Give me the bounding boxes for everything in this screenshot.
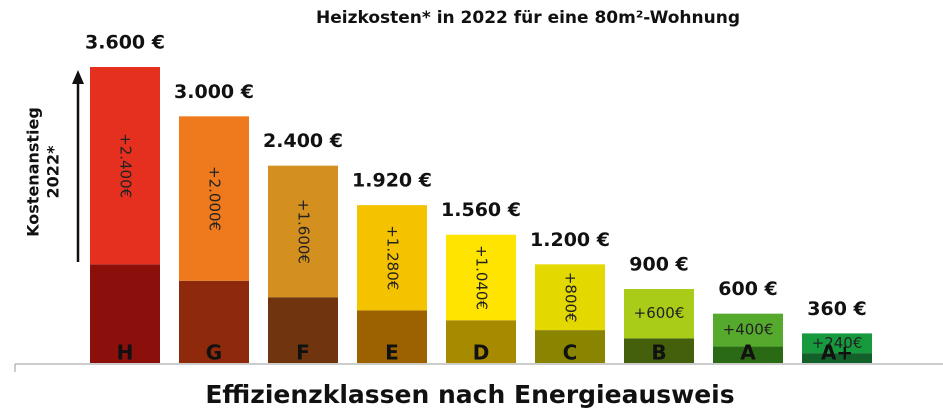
x-axis-label: Effizienzklassen nach Energieausweis [205,380,734,409]
y-axis-label: 2022* [44,145,63,199]
bar-segment [446,320,516,363]
bar-segment [624,338,694,363]
bar-segment [713,346,783,363]
category-label: H [117,341,134,365]
category-label: A+ [821,341,853,365]
segment-label: +800€ [562,272,580,323]
segment-label: +600€ [634,304,685,322]
category-label: F [296,341,310,365]
bar-segment [535,330,605,363]
category-label: D [473,341,490,365]
category-label: C [563,341,578,365]
total-label: 1.200 € [530,229,610,251]
total-label: 2.400 € [263,130,343,152]
total-label: 900 € [629,254,689,276]
category-label: E [385,341,399,365]
category-label: B [651,341,666,365]
total-label: 1.920 € [352,170,432,192]
bar-segment [90,264,160,363]
arrow-head [72,70,84,84]
segment-label: +1.280€ [384,225,402,290]
bar-segment [179,116,249,281]
bar-segment [535,264,605,331]
segment-label: +400€ [723,321,774,339]
bar-segment [713,313,783,347]
bar-segment [624,289,694,339]
chart-title: Heizkosten* in 2022 für eine 80m²-Wohnun… [316,8,740,28]
bar-segment [357,310,427,363]
segment-label: +1.040€ [473,245,491,310]
category-label: A [740,341,756,365]
total-label: 1.560 € [441,199,521,221]
bar-segment [446,234,516,321]
segment-label: +2.000€ [206,166,224,231]
total-label: 600 € [718,278,778,300]
bar-segment [268,297,338,363]
total-label: 3.600 € [85,32,165,54]
y-axis-label: Kostenanstieg [24,107,43,237]
segment-label: +2.400€ [117,133,135,198]
total-label: 360 € [807,298,867,320]
total-label: 3.000 € [174,81,254,103]
bar-segment [179,280,249,363]
segment-label: +240€ [812,334,863,352]
segment-label: +1.600€ [295,199,313,264]
bar-segment [802,353,872,363]
bar-segment [802,333,872,354]
bar-segment [268,165,338,298]
bar-segment [357,205,427,311]
category-label: G [206,341,222,365]
bar-segment [90,67,160,265]
